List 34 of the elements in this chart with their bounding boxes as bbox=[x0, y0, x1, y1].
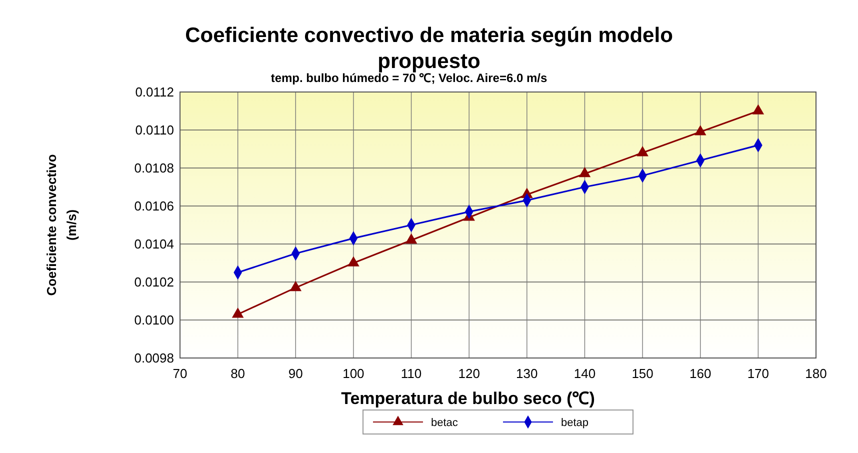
x-tick-label: 100 bbox=[342, 366, 364, 381]
x-tick-label: 160 bbox=[690, 366, 712, 381]
x-tick-label: 80 bbox=[230, 366, 246, 381]
point bbox=[290, 280, 302, 292]
x-tick-label: 180 bbox=[805, 366, 827, 381]
y-tick-label: 0.0110 bbox=[135, 122, 174, 138]
x-tick-label: 90 bbox=[288, 366, 303, 381]
point bbox=[752, 104, 764, 114]
y-tick-label: 0.0108 bbox=[134, 160, 174, 176]
point bbox=[405, 233, 418, 244]
x-tick-label: 150 bbox=[632, 366, 654, 381]
y-tick-label: 0.0098 bbox=[134, 350, 174, 366]
point bbox=[636, 146, 648, 156]
point bbox=[578, 166, 591, 178]
x-tick-label: 120 bbox=[458, 366, 480, 381]
legend-label: betap bbox=[561, 416, 589, 429]
x-tick-label: 70 bbox=[172, 366, 188, 381]
x-tick-label: 130 bbox=[516, 366, 538, 381]
chart-subtitle: temp. bulbo húmedo = 70 ℃; Veloc. Aire=6.0 m/s bbox=[270, 71, 548, 85]
legend-label: betac bbox=[431, 416, 458, 429]
x-tick-label: 170 bbox=[747, 366, 770, 381]
x-axis-title: Temperatura de bulbo seco (℃) bbox=[341, 389, 595, 408]
y-tick-label: 0.0112 bbox=[135, 84, 174, 100]
x-tick-label: 140 bbox=[574, 366, 596, 381]
y-tick-label: 0.0106 bbox=[134, 198, 174, 214]
y-tick-label: 0.0102 bbox=[134, 274, 174, 290]
chart-title: Coeficiente convectivo de materia según modelo propuesto bbox=[185, 24, 673, 73]
y-tick-label: 0.0100 bbox=[134, 312, 174, 328]
point bbox=[232, 308, 244, 318]
y-axis-title: Coeficiente convectivo (m/s) bbox=[44, 154, 79, 296]
point bbox=[348, 256, 360, 266]
x-tick-label: 110 bbox=[400, 366, 422, 381]
point bbox=[694, 125, 706, 136]
y-tick-label: 0.0104 bbox=[134, 236, 174, 252]
